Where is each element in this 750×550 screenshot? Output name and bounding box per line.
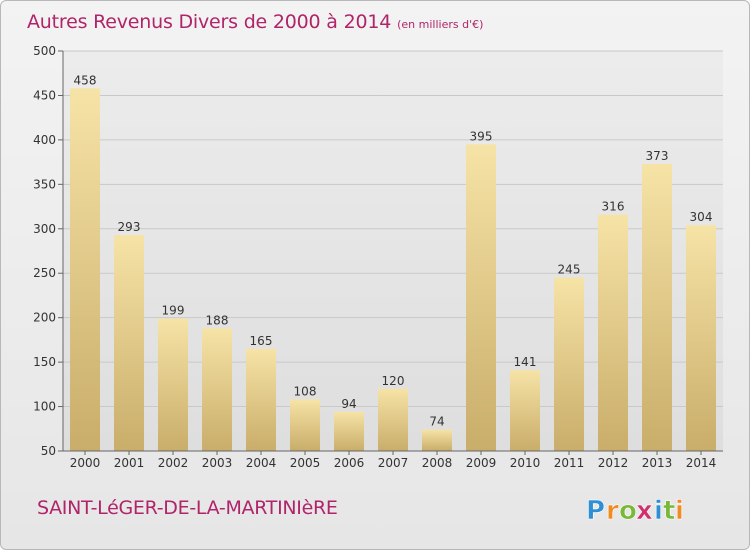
bar-2003 (202, 328, 232, 451)
logo-letter: i (654, 496, 663, 526)
bar-2009 (466, 144, 496, 452)
data-label: 458 (74, 73, 97, 87)
data-label: 199 (162, 304, 185, 318)
logo-letter: t (663, 496, 675, 526)
y-tick-label: 500 (33, 44, 56, 58)
chart-subtitle: (en milliers d'€) (397, 18, 484, 31)
logo-letter: i (675, 496, 684, 526)
bar-2007 (378, 388, 408, 451)
x-tick-label: 2010 (510, 456, 541, 470)
data-label: 304 (690, 210, 713, 224)
data-label: 245 (558, 263, 581, 277)
bar-2014 (686, 225, 716, 451)
data-label: 293 (118, 220, 141, 234)
y-tick-label: 400 (33, 133, 56, 147)
commune-name: SAINT-LéGER-DE-LA-MARTINIèRE (37, 497, 338, 519)
y-tick-label: 250 (33, 266, 56, 280)
data-label: 141 (514, 355, 537, 369)
x-tick-label: 2005 (290, 456, 321, 470)
data-label: 108 (294, 384, 317, 398)
x-tick-label: 2008 (422, 456, 453, 470)
x-tick-label: 2006 (334, 456, 365, 470)
y-tick-label: 300 (33, 222, 56, 236)
bar-2004 (246, 348, 276, 451)
x-tick-label: 2013 (642, 456, 673, 470)
data-label: 395 (470, 129, 493, 143)
bar-2012 (598, 214, 628, 451)
data-label: 316 (602, 200, 625, 214)
logo-letter: r (606, 496, 619, 526)
bar-2000 (70, 88, 100, 451)
bar-2006 (334, 411, 364, 451)
y-tick-label: 450 (33, 88, 56, 102)
x-tick-label: 2001 (114, 456, 145, 470)
data-label: 188 (206, 313, 229, 327)
y-axis: 50 100 150 200 250 300 350 400 450 500 (33, 44, 64, 458)
x-axis: 2000 2001 2002 2003 2004 2005 2006 2007 2008 2009… (63, 450, 723, 470)
data-label: 165 (250, 334, 273, 348)
y-tick-label: 350 (33, 177, 56, 191)
x-tick-label: 2007 (378, 456, 409, 470)
x-tick-label: 2009 (466, 456, 497, 470)
logo-letter: P (586, 496, 605, 526)
y-tick-label: 100 (33, 400, 56, 414)
bar-2010 (510, 370, 540, 451)
chart-title: Autres Revenus Divers de 2000 à 2014 (27, 11, 392, 33)
chart-header: Autres Revenus Divers de 2000 à 2014 (en … (27, 11, 483, 33)
x-tick-label: 2002 (158, 456, 189, 470)
data-labels: 458 293 199 188 165 108 94 120 74 395 141 245 316 373… (74, 73, 713, 428)
x-tick-label: 2000 (70, 456, 101, 470)
x-tick-label: 2011 (554, 456, 585, 470)
bars (70, 88, 716, 452)
y-tick-label: 50 (41, 444, 56, 458)
bar-2011 (554, 277, 584, 451)
bar-2013 (642, 163, 672, 451)
x-tick-label: 2004 (246, 456, 277, 470)
data-label: 74 (429, 415, 444, 429)
bar-2001 (114, 235, 144, 451)
data-label: 373 (646, 149, 669, 163)
x-tick-label: 2014 (686, 456, 717, 470)
bar-2002 (158, 318, 188, 451)
y-tick-label: 200 (33, 311, 56, 325)
y-tick-label: 150 (33, 355, 56, 369)
data-label: 120 (382, 374, 405, 388)
x-tick-label: 2012 (598, 456, 629, 470)
bar-2008 (422, 429, 452, 451)
logo-letter: o (619, 496, 637, 526)
data-label: 94 (341, 397, 356, 411)
logo-letter: x (636, 496, 653, 526)
x-tick-label: 2003 (202, 456, 233, 470)
bar-2005 (290, 399, 320, 451)
